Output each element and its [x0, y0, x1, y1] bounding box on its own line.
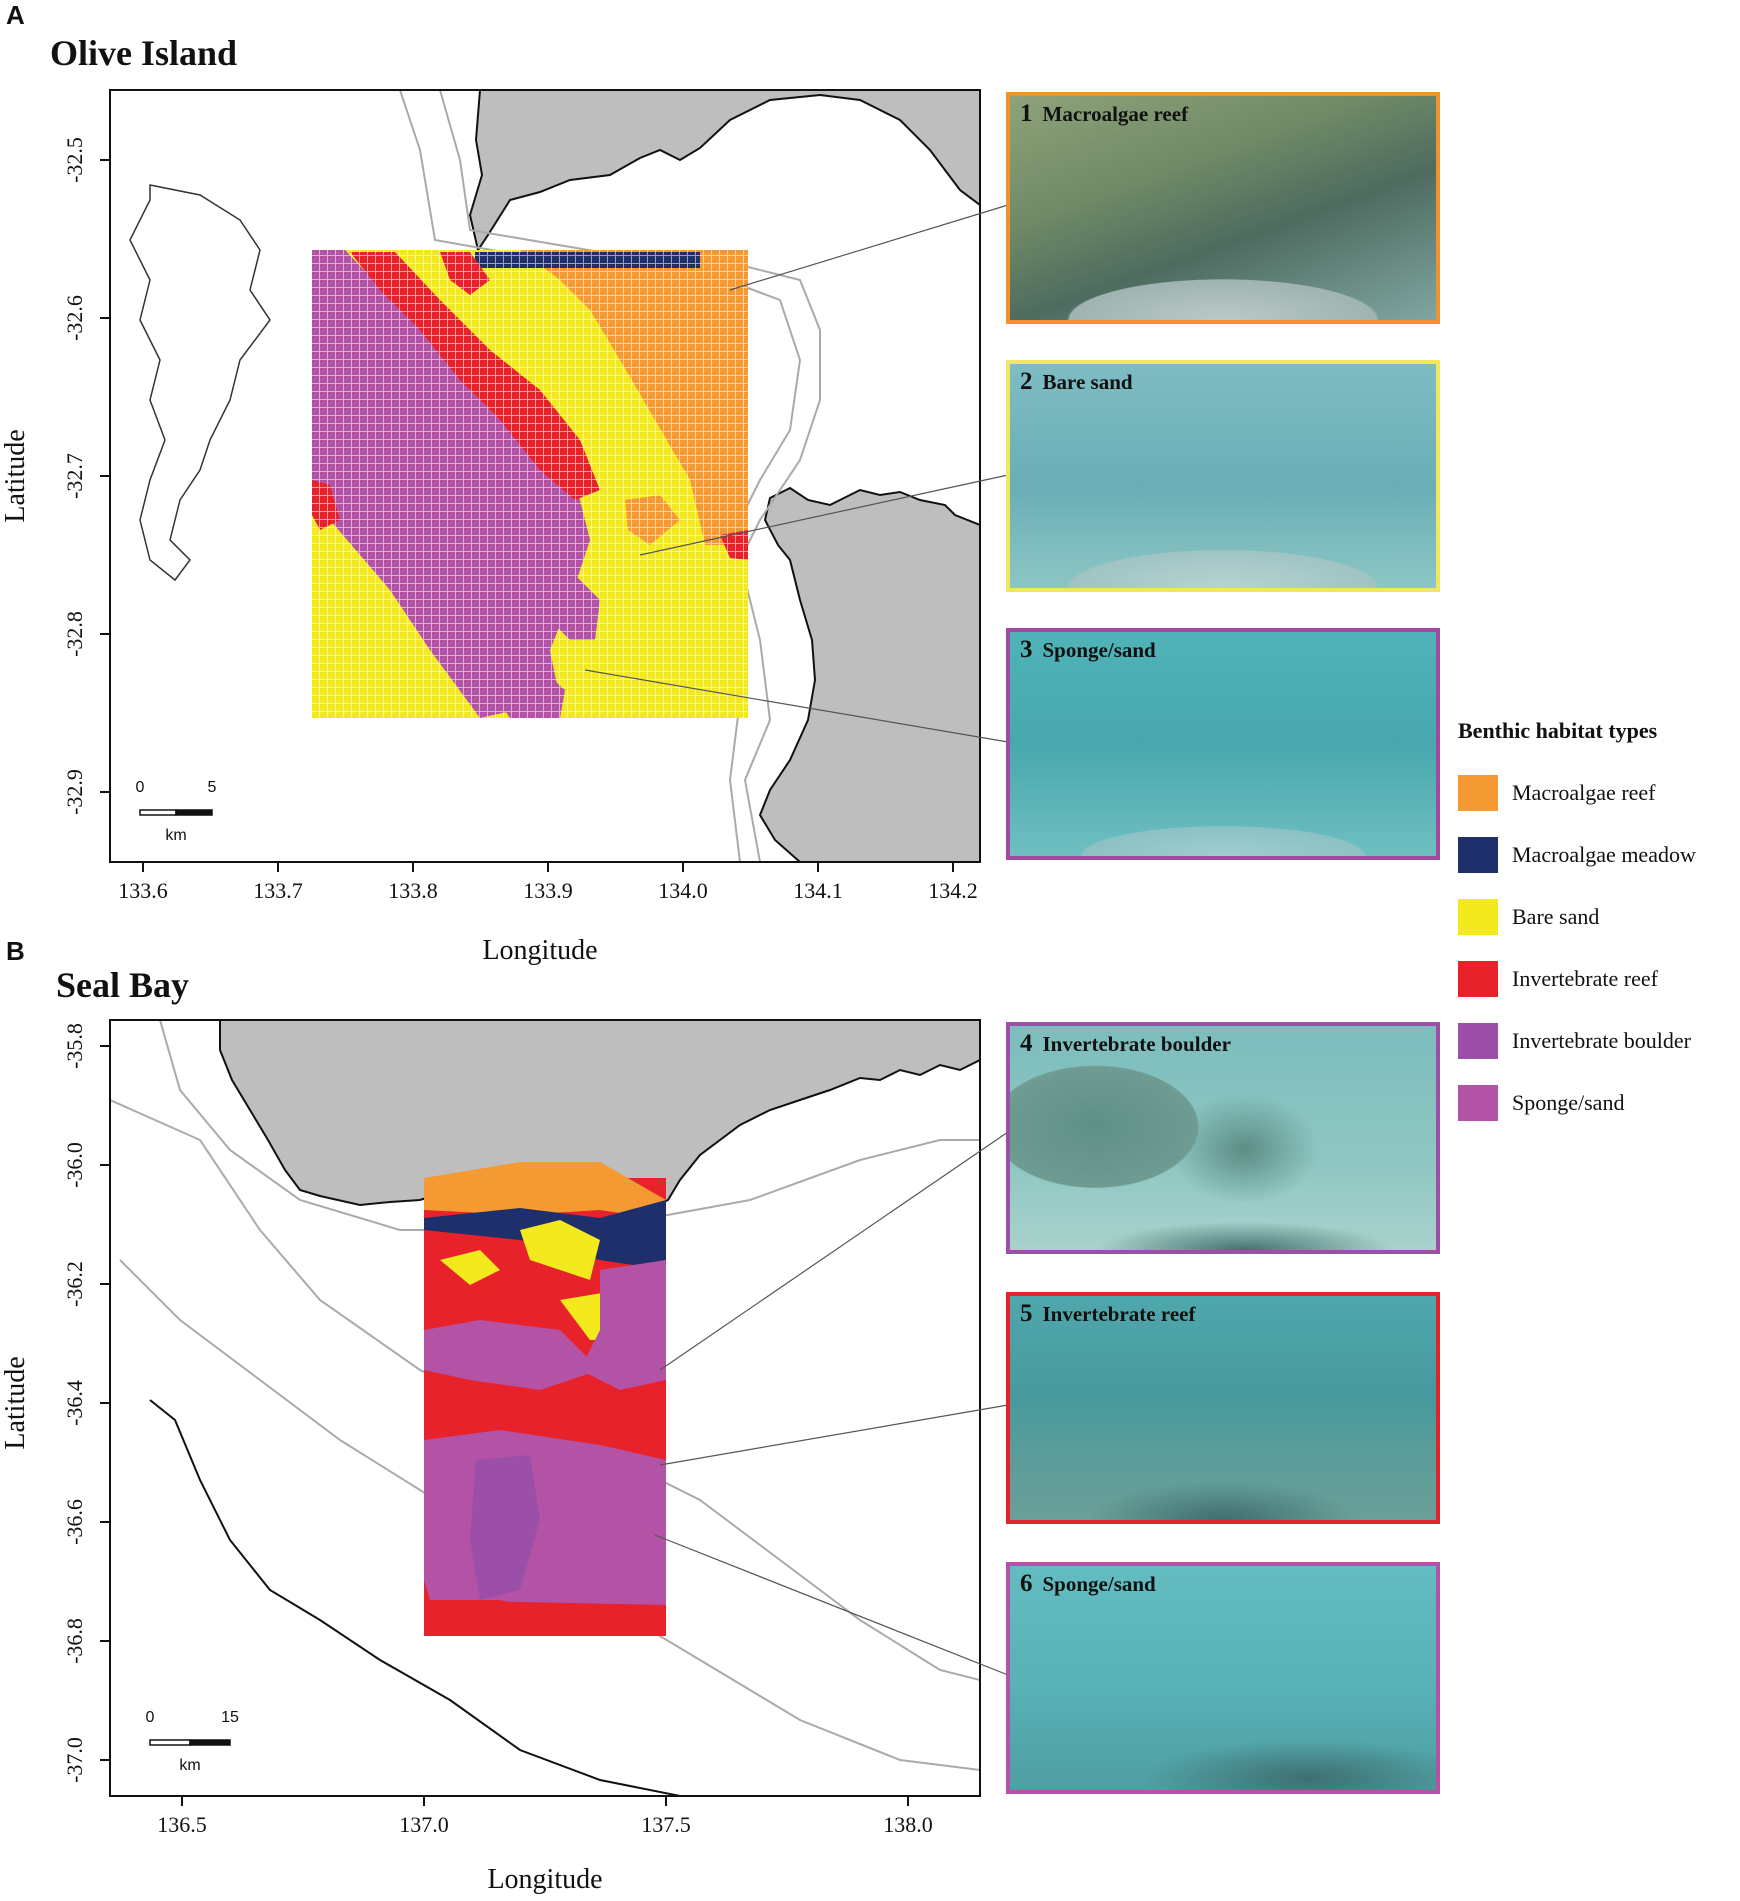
- scale-unit: km: [165, 827, 186, 844]
- legend-item: Sponge/sand: [1458, 1072, 1740, 1134]
- legend-item: Bare sand: [1458, 886, 1740, 948]
- y-tick-label: -32.5: [62, 137, 87, 183]
- legend-swatch: [1458, 961, 1498, 997]
- leader-lines-b: [654, 1131, 1009, 1676]
- panel-title-olive-island: Olive Island: [50, 33, 238, 73]
- legend-label: Sponge/sand: [1512, 1090, 1625, 1115]
- x-tick-label: 137.0: [399, 1812, 449, 1837]
- y-tick-label: -32.7: [62, 453, 87, 499]
- legend-label: Invertebrate boulder: [1512, 1028, 1691, 1053]
- scale-bar-a: 0 5 km: [136, 779, 217, 844]
- land-east: [758, 486, 980, 862]
- coastline-shelf: [149, 1399, 681, 1796]
- x-axis-a: 133.6 133.7 133.8 133.9 134.0 134.1 134.…: [118, 862, 978, 903]
- y-tick-label: -32.6: [62, 295, 87, 341]
- legend-benthic-habitat-types: Benthic habitat types Macroalgae reef Ma…: [1458, 718, 1740, 1134]
- legend-item: Invertebrate reef: [1458, 948, 1740, 1010]
- scale-end: 5: [208, 779, 217, 796]
- legend-label: Macroalgae meadow: [1512, 842, 1696, 867]
- legend-item: Macroalgae reef: [1458, 762, 1740, 824]
- y-axis-a: -32.5 -32.6 -32.7 -32.8 -32.9 Latitude: [0, 137, 110, 815]
- bathy-contour: [439, 90, 821, 862]
- legend-swatch: [1458, 1085, 1498, 1121]
- legend-swatch: [1458, 1023, 1498, 1059]
- habitat-grid-olive-island: [312, 250, 748, 718]
- y-axis-b: -35.8 -36.0 -36.2 -36.4 -36.6 -36.8 -37.…: [0, 1023, 110, 1783]
- panel-title-seal-bay: Seal Bay: [56, 965, 190, 1005]
- photo-label: 5 Invertebrate reef: [1020, 1300, 1196, 1327]
- legend-label: Macroalgae reef: [1512, 780, 1656, 805]
- photo-sponge-sand-3: 3 Sponge/sand: [1006, 628, 1440, 860]
- legend-item: Macroalgae meadow: [1458, 824, 1740, 886]
- photo-bare-sand: 2 Bare sand: [1006, 360, 1440, 592]
- y-tick-label: -32.8: [62, 611, 87, 657]
- photo-label: 2 Bare sand: [1020, 368, 1133, 395]
- scale-start: 0: [146, 1709, 155, 1726]
- habitat-grid-seal-bay: [424, 1162, 666, 1636]
- y-axis-label-a: Latitude: [0, 429, 31, 522]
- photo-invertebrate-boulder: 4 Invertebrate boulder: [1006, 1022, 1440, 1254]
- scale-unit: km: [179, 1757, 200, 1774]
- x-axis-label-b: Longitude: [487, 1864, 602, 1895]
- y-tick-label: -36.0: [62, 1142, 87, 1188]
- scale-bar-b: 0 15 km: [146, 1709, 239, 1774]
- x-axis-label-a: Longitude: [482, 935, 598, 966]
- x-tick-label: 133.9: [523, 878, 573, 903]
- legend-title: Benthic habitat types: [1458, 718, 1658, 743]
- photo-label: 6 Sponge/sand: [1020, 1570, 1156, 1597]
- x-tick-label: 137.5: [641, 1812, 691, 1837]
- x-tick-label: 134.2: [928, 878, 978, 903]
- x-tick-label: 136.5: [157, 1812, 207, 1837]
- y-tick-label: -36.4: [62, 1380, 87, 1426]
- plot-frame-b: [109, 1019, 981, 1797]
- y-tick-label: -36.6: [62, 1499, 87, 1545]
- x-axis-b: 136.5 137.0 137.5 138.0 Longitude: [157, 1796, 933, 1895]
- photo-label: 1 Macroalgae reef: [1020, 100, 1189, 127]
- legend-label: Invertebrate reef: [1512, 966, 1658, 991]
- coast-islands: [129, 184, 271, 582]
- x-tick-label: 138.0: [883, 1812, 933, 1837]
- photo-label: 4 Invertebrate boulder: [1020, 1030, 1231, 1057]
- y-axis-label-b: Latitude: [0, 1356, 31, 1449]
- x-tick-label: 133.7: [253, 878, 303, 903]
- scale-end: 15: [221, 1709, 239, 1726]
- y-tick-label: -36.2: [62, 1261, 87, 1307]
- leader-lines-a: [584, 204, 1009, 743]
- photo-label: 3 Sponge/sand: [1020, 636, 1156, 663]
- x-tick-label: 133.6: [118, 878, 168, 903]
- legend-label: Bare sand: [1512, 904, 1600, 929]
- land-north: [468, 90, 980, 253]
- legend-swatch: [1458, 837, 1498, 873]
- x-tick-label: 134.0: [658, 878, 708, 903]
- legend-swatch: [1458, 775, 1498, 811]
- y-tick-label: -32.9: [62, 769, 87, 815]
- y-tick-label: -35.8: [62, 1023, 87, 1069]
- map-seal-bay: -35.8 -36.0 -36.2 -36.4 -36.6 -36.8 -37.…: [0, 1019, 1009, 1895]
- photo-invertebrate-reef: 5 Invertebrate reef: [1006, 1292, 1440, 1524]
- legend-item: Invertebrate boulder: [1458, 1010, 1740, 1072]
- x-tick-label: 134.1: [793, 878, 843, 903]
- y-tick-label: -37.0: [62, 1737, 87, 1783]
- legend-swatch: [1458, 899, 1498, 935]
- map-olive-island: -32.5 -32.6 -32.7 -32.8 -32.9 Latitude 1…: [0, 89, 1009, 903]
- y-tick-label: -36.8: [62, 1618, 87, 1664]
- scale-start: 0: [136, 779, 145, 796]
- panel-letter-b: B: [6, 936, 25, 966]
- x-tick-label: 133.8: [388, 878, 438, 903]
- photo-macroalgae-reef: 1 Macroalgae reef: [1006, 92, 1440, 324]
- panel-letter-a: A: [6, 0, 25, 30]
- photo-sponge-sand-6: 6 Sponge/sand: [1006, 1562, 1440, 1794]
